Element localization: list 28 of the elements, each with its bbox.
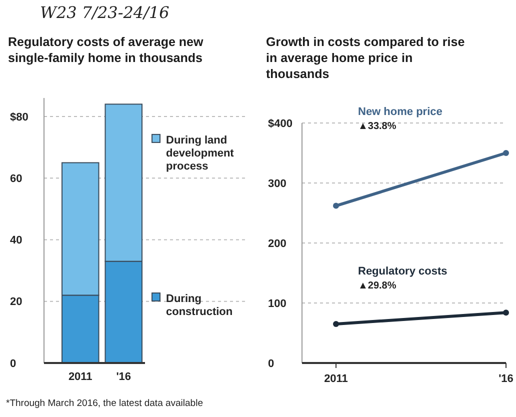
y-tick-label: 60 [10,172,22,185]
y-tick-label: 300 [268,178,286,190]
point [503,310,509,316]
point [503,150,509,156]
annotation: ▲29.8% [358,280,396,292]
text: W23 7/23-24/16 [40,3,170,22]
y-tick-label: $80 [10,111,28,124]
y-tick-label: 100 [268,298,286,310]
point [333,202,339,209]
x-tick-label: 2011 [68,371,92,383]
y-tick-label: 0 [10,358,16,370]
text: *Through March 2016, the latest data available [6,398,203,409]
chart-title: Regulatory costs of average new single-family home in thousands [8,35,204,65]
x-tick-label: '16 [116,371,132,383]
y-tick-label: 0 [268,358,274,370]
x-tick-label: 2011 [324,373,348,385]
text: Regulatory costs [358,266,448,278]
y-tick-label: 40 [10,234,22,247]
chart-title: Growth in costs compared to rise in average home price in thousands [266,35,465,81]
annotation: ▲33.8% [358,121,396,132]
legend-label: During construction [166,292,233,318]
text: New home price [358,106,442,118]
y-tick-label: 20 [10,296,22,308]
x-tick-label: '16 [498,373,514,385]
y-tick-label: $400 [268,118,292,130]
legend-label: During land development process [166,134,234,172]
point [333,321,339,327]
y-tick-label: 200 [268,238,286,250]
